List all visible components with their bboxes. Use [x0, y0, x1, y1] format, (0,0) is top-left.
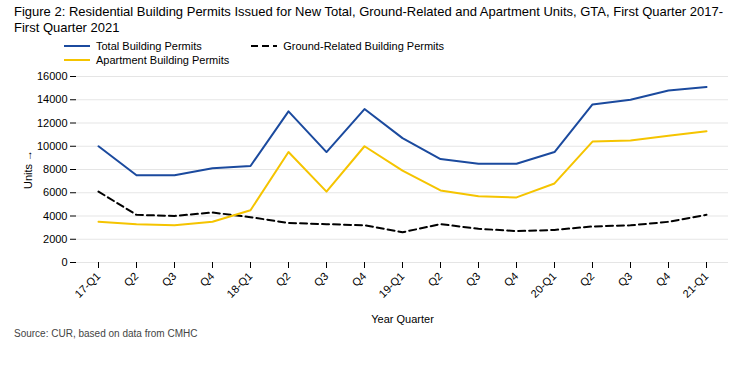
svg-text:12000: 12000	[37, 117, 68, 129]
svg-text:Q4: Q4	[350, 270, 369, 289]
svg-text:21-Q1: 21-Q1	[680, 270, 710, 300]
svg-text:Q3: Q3	[464, 270, 483, 289]
svg-text:Q4: Q4	[198, 270, 217, 289]
svg-text:Q3: Q3	[312, 270, 331, 289]
svg-text:10000: 10000	[37, 140, 68, 152]
svg-text:14000: 14000	[37, 93, 68, 105]
svg-text:Q4: Q4	[502, 270, 521, 289]
svg-text:Year Quarter: Year Quarter	[371, 313, 434, 325]
svg-text:4000: 4000	[43, 210, 67, 222]
html-text:Figure 2: Residential Building: Figure 2: Residential Building Permits I…	[14, 4, 724, 35]
svg-text:18-Q1: 18-Q1	[224, 270, 254, 300]
svg-text:19-Q1: 19-Q1	[376, 270, 406, 300]
html-text:Ground-Related Building Permit: Ground-Related Building Permits	[283, 40, 445, 52]
svg-text:Q2: Q2	[274, 270, 293, 289]
html-text:Apartment Building Permits: Apartment Building Permits	[96, 54, 230, 66]
svg-text:0: 0	[61, 256, 67, 268]
svg-text:Q2: Q2	[578, 270, 597, 289]
svg-text:20-Q1: 20-Q1	[528, 270, 558, 300]
svg-text:Q4: Q4	[654, 270, 673, 289]
svg-text:Q3: Q3	[160, 270, 179, 289]
html-text:Total Building Permits: Total Building Permits	[96, 40, 202, 52]
svg-text:Units →: Units →	[22, 150, 34, 189]
svg-text:2000: 2000	[43, 233, 67, 245]
svg-text:Q2: Q2	[122, 270, 141, 289]
svg-text:8000: 8000	[43, 163, 67, 175]
html-text:Source: CUR, based on data fro: Source: CUR, based on data from CMHC	[14, 328, 198, 339]
svg-text:Q3: Q3	[616, 270, 635, 289]
svg-text:16000: 16000	[37, 70, 68, 82]
svg-text:Q2: Q2	[426, 270, 445, 289]
svg-text:17-Q1: 17-Q1	[72, 270, 102, 300]
svg-text:6000: 6000	[43, 186, 67, 198]
